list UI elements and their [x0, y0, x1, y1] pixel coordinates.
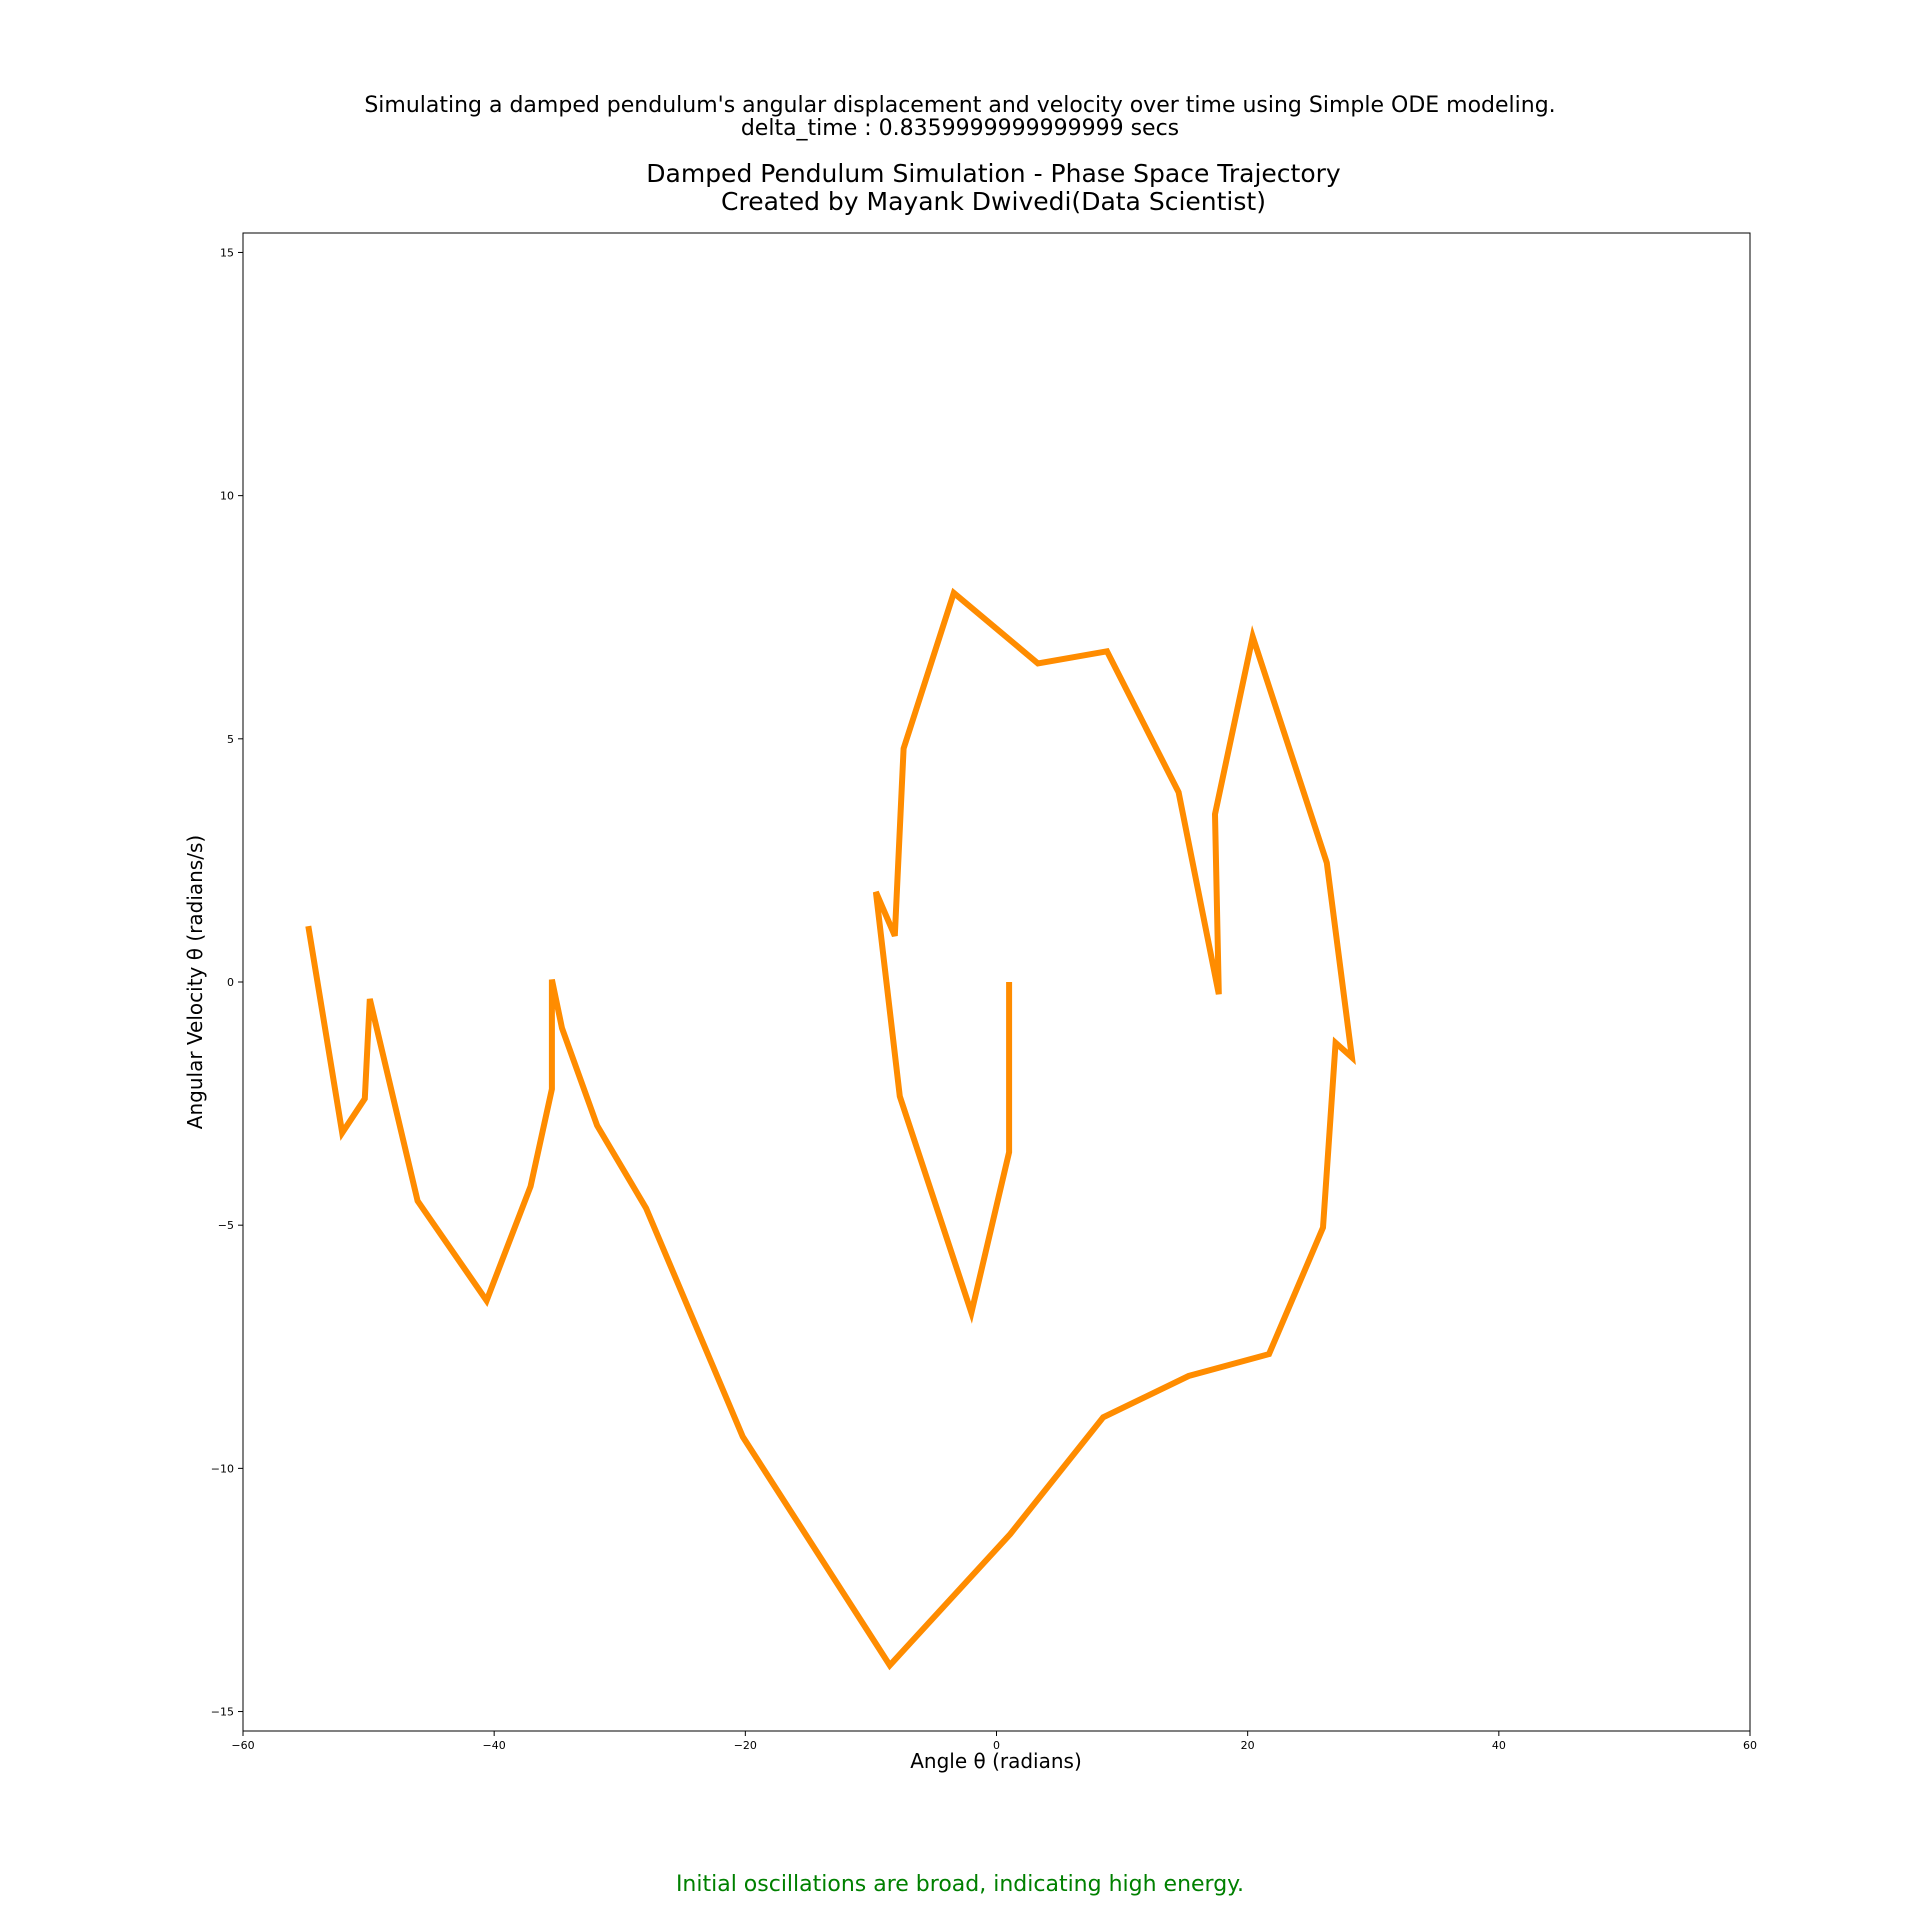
y-tick-label: 10: [220, 490, 234, 503]
x-tick-label: 60: [1743, 1739, 1757, 1752]
plot-layer: [305, 587, 1356, 1671]
chart-title-line-1: Damped Pendulum Simulation - Phase Space…: [646, 159, 1341, 188]
suptitle-line-2: delta_time : 0.8359999999999999 secs: [740, 116, 1180, 141]
axes-frame: [242, 232, 1751, 1732]
x-tick-label: −60: [231, 1739, 254, 1752]
y-tick-label: −10: [211, 1462, 234, 1475]
y-tick-label: 15: [220, 246, 234, 259]
ticks-layer: −60 −40 −20 0 20 40 60 −15 −10 −5 0 5 10 15: [211, 246, 1757, 1752]
y-tick-label: 0: [227, 976, 234, 989]
y-tick-label: −5: [218, 1219, 234, 1232]
y-axis-label: Angular Velocity θ (radians/s): [183, 835, 207, 1129]
suptitle-line-1: Simulating a damped pendulum's angular d…: [364, 93, 1556, 118]
x-axis-label: Angle θ (radians): [910, 1749, 1082, 1773]
chart-title-line-2: Created by Mayank Dwivedi(Data Scientist…: [721, 187, 1266, 216]
x-tick-label: −40: [483, 1739, 506, 1752]
x-tick-label: 0: [993, 1739, 1000, 1752]
x-tick-label: −20: [734, 1739, 757, 1752]
y-tick-label: −15: [211, 1706, 234, 1719]
x-tick-label: 40: [1492, 1739, 1506, 1752]
caption-text: Initial oscillations are broad, indicati…: [675, 1872, 1245, 1897]
trajectory-series-line: [305, 587, 1356, 1671]
x-tick-label: 20: [1241, 1739, 1255, 1752]
y-tick-label: 5: [227, 733, 234, 746]
